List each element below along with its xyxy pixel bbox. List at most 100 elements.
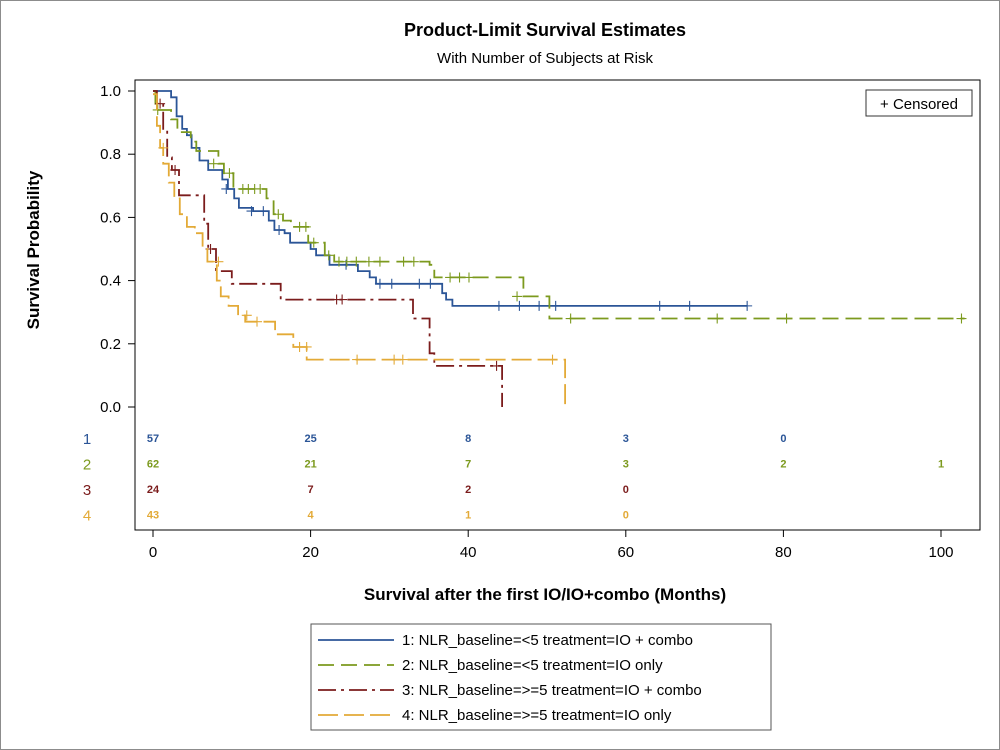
censored-box: + Censored (865, 89, 973, 117)
at-risk-count: 3 (623, 433, 629, 445)
at-risk-count: 7 (465, 459, 471, 471)
at-risk-count: 2 (465, 484, 471, 496)
censor-mark (408, 256, 419, 267)
x-tick-label: 60 (617, 544, 634, 561)
censor-mark (352, 354, 363, 365)
at-risk-row-label: 4 (83, 508, 91, 525)
at-risk-count: 24 (147, 484, 160, 496)
survival-line-4 (153, 93, 566, 407)
censor-mark (550, 300, 561, 311)
y-axis-label: Survival Probability (24, 170, 43, 329)
censor-mark (255, 183, 266, 194)
censor-mark (246, 206, 257, 217)
censor-mark (258, 206, 269, 217)
censor-mark (712, 313, 723, 324)
at-risk-count: 25 (304, 433, 316, 445)
censor-mark (397, 354, 408, 365)
censor-mark (512, 291, 523, 302)
survival-curves (152, 90, 967, 407)
censor-mark (273, 209, 284, 220)
censor-mark (956, 313, 967, 324)
censor-mark (274, 225, 285, 236)
plot-area (134, 79, 981, 531)
legend-items: 1: NLR_baseline=<5 treatment=IO + combo 2… (318, 632, 702, 724)
series-4 (153, 93, 566, 407)
survival-line-2 (153, 90, 965, 320)
censor-mark (300, 221, 311, 232)
censor-mark (454, 272, 465, 283)
at-risk-row-label: 3 (83, 482, 91, 499)
censor-mark (301, 341, 312, 352)
censor-mark (534, 300, 545, 311)
at-risk-table: 1 57 25 8 3 02 62 21 7 3 2 13 24 7 2 04 43 4 1 0 (83, 431, 944, 525)
y-tick-label: 0.0 (100, 399, 121, 416)
y-axis: 0.0 0.2 0.4 0.6 0.8 1.0 (100, 83, 135, 416)
censor-mark (374, 278, 385, 289)
chart-title: Product-Limit Survival Estimates (404, 20, 686, 40)
censor-mark (547, 354, 558, 365)
censor-mark (414, 278, 425, 289)
legend-label-2: 2: NLR_baseline=<5 treatment=IO only (402, 657, 663, 674)
censor-mark (351, 256, 362, 267)
series-2 (152, 90, 967, 324)
censor-mark (374, 256, 385, 267)
censor-mark (208, 158, 219, 169)
at-risk-row-label: 1 (83, 431, 91, 448)
censor-mark (445, 272, 456, 283)
censor-mark (224, 168, 235, 179)
legend: 1: NLR_baseline=<5 treatment=IO + combo 2… (310, 623, 772, 731)
at-risk-count: 8 (465, 433, 471, 445)
at-risk-count: 21 (304, 459, 316, 471)
censor-mark (389, 354, 400, 365)
censored-label: + Censored (880, 96, 958, 113)
survival-line-1 (153, 90, 748, 307)
censor-mark (363, 256, 374, 267)
chart-subtitle: With Number of Subjects at Risk (437, 50, 653, 67)
x-tick-label: 40 (460, 544, 477, 561)
at-risk-count: 0 (780, 433, 786, 445)
censor-mark (398, 256, 409, 267)
series-1 (153, 90, 753, 311)
x-axis: 0 20 40 60 80 100 (149, 530, 954, 561)
censor-mark (684, 300, 695, 311)
censor-mark (323, 250, 334, 261)
at-risk-count: 4 (308, 510, 315, 522)
y-tick-label: 0.8 (100, 146, 121, 163)
censor-mark (386, 278, 397, 289)
censor-mark (654, 300, 665, 311)
x-axis-label: Survival after the first IO/IO+combo (Mo… (364, 585, 726, 604)
y-tick-label: 0.4 (100, 273, 121, 290)
at-risk-row-label: 2 (83, 457, 91, 474)
censor-mark (252, 316, 263, 327)
at-risk-count: 62 (147, 459, 159, 471)
at-risk-count: 43 (147, 510, 159, 522)
x-tick-label: 20 (302, 544, 319, 561)
x-tick-label: 0 (149, 544, 157, 561)
y-tick-label: 0.6 (100, 209, 121, 226)
at-risk-count: 1 (938, 459, 944, 471)
at-risk-count: 2 (780, 459, 786, 471)
censor-mark (308, 237, 319, 248)
y-tick-label: 0.2 (100, 336, 121, 353)
censor-mark (742, 300, 753, 311)
y-tick-label: 1.0 (100, 83, 121, 100)
at-risk-count: 0 (623, 510, 629, 522)
censor-mark (158, 142, 169, 153)
censor-mark (781, 313, 792, 324)
censor-mark (221, 183, 232, 194)
censor-mark (514, 300, 525, 311)
at-risk-count: 3 (623, 459, 629, 471)
legend-label-4: 4: NLR_baseline=>=5 treatment=IO only (402, 707, 672, 724)
censor-mark (341, 256, 352, 267)
legend-label-1: 1: NLR_baseline=<5 treatment=IO + combo (402, 632, 693, 649)
censor-mark (491, 360, 502, 371)
censor-mark (337, 294, 348, 305)
censor-mark (170, 165, 181, 175)
censor-mark (565, 313, 576, 324)
censor-mark (425, 278, 436, 289)
censor-mark (493, 300, 504, 311)
censor-mark (463, 272, 474, 283)
censor-mark (213, 256, 224, 267)
x-tick-label: 100 (928, 544, 953, 561)
